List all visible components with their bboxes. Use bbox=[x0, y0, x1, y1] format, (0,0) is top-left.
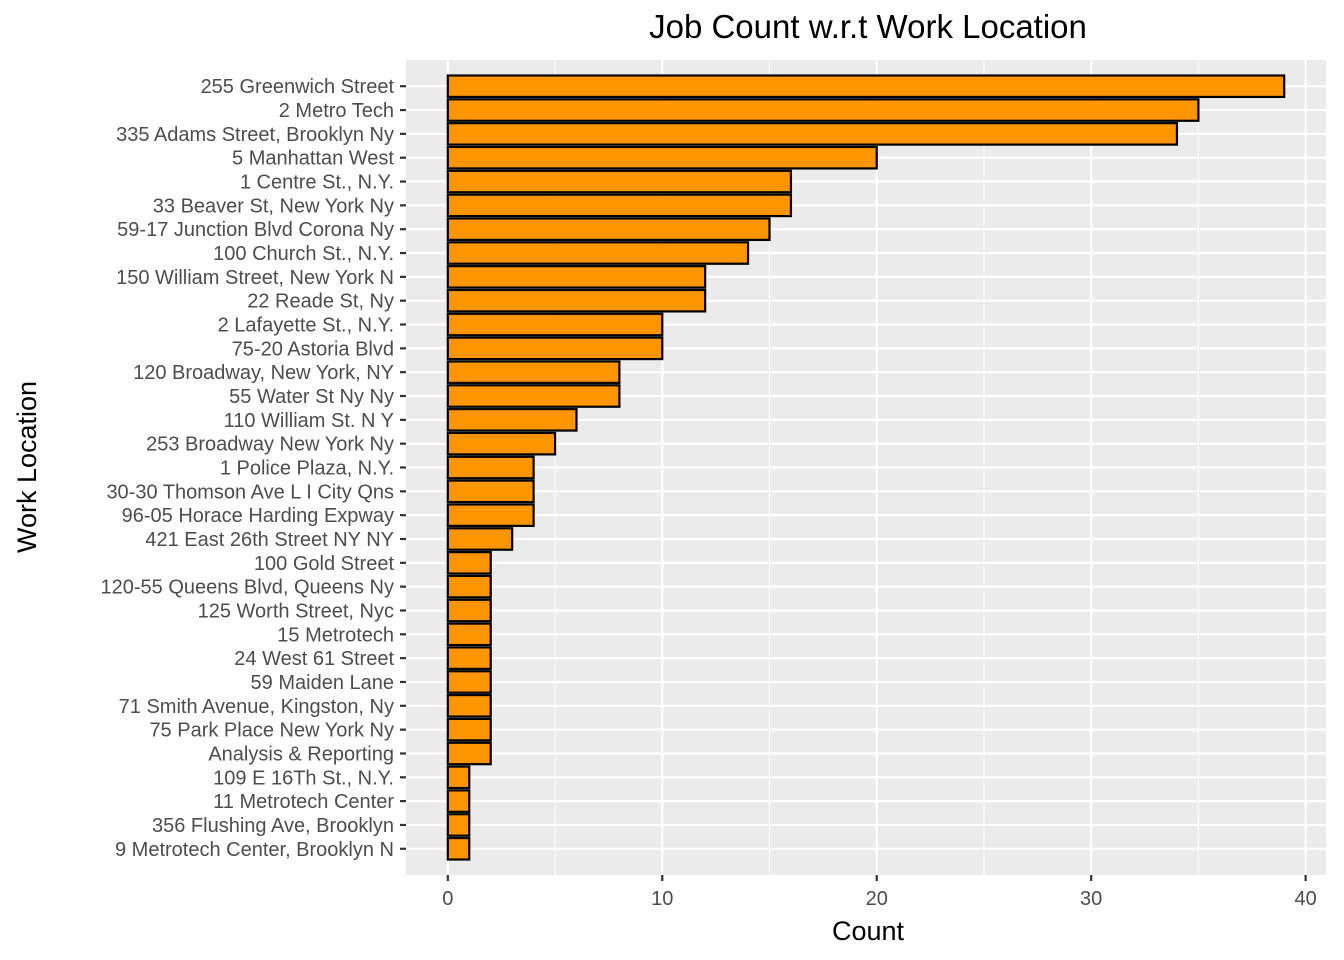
y-tick-label: 120-55 Queens Blvd, Queens Ny bbox=[100, 577, 394, 599]
y-tick-label: Analysis & Reporting bbox=[208, 743, 394, 765]
y-tick-label: 59-17 Junction Blvd Corona Ny bbox=[117, 219, 394, 241]
bar bbox=[446, 193, 793, 218]
bar bbox=[446, 360, 621, 385]
y-axis-title: Work Location bbox=[12, 381, 42, 553]
y-tick-label: 109 E 16Th St., N.Y. bbox=[213, 767, 394, 789]
bar bbox=[446, 265, 707, 289]
bar bbox=[446, 741, 492, 766]
x-tick-label: 30 bbox=[1080, 888, 1102, 910]
y-tick-label: 71 Smith Avenue, Kingston, Ny bbox=[119, 696, 394, 718]
y-tick-label: 30-30 Thomson Ave L I City Qns bbox=[106, 481, 394, 503]
bar bbox=[446, 384, 621, 408]
bar bbox=[446, 408, 578, 432]
y-tick-label: 120 Broadway, New York, NY bbox=[133, 362, 394, 384]
bar bbox=[446, 574, 492, 599]
y-tick-label: 253 Broadway New York Ny bbox=[146, 434, 394, 456]
bar bbox=[446, 145, 878, 170]
y-tick-label: 2 Lafayette St., N.Y. bbox=[218, 315, 394, 337]
bar bbox=[446, 312, 664, 337]
bar bbox=[446, 765, 471, 790]
y-tick-label: 11 Metrotech Center bbox=[213, 791, 394, 813]
y-tick-label: 75 Park Place New York Ny bbox=[149, 720, 394, 742]
y-tick-label: 96-05 Horace Harding Expway bbox=[122, 505, 394, 527]
bar bbox=[446, 288, 707, 313]
bar bbox=[446, 336, 664, 361]
bar bbox=[446, 241, 750, 265]
y-tick-label: 9 Metrotech Center, Brooklyn N bbox=[115, 839, 394, 861]
y-tick-label: 421 East 26th Street NY NY bbox=[145, 529, 394, 551]
bar bbox=[446, 670, 492, 694]
bar bbox=[446, 789, 471, 813]
y-tick-label: 255 Greenwich Street bbox=[201, 76, 395, 98]
y-tick-label: 59 Maiden Lane bbox=[251, 672, 394, 694]
y-tick-label: 5 Manhattan West bbox=[232, 148, 394, 170]
bar bbox=[446, 479, 535, 504]
y-tick-label: 33 Beaver St, New York Ny bbox=[153, 195, 394, 217]
y-tick-label: 1 Police Plaza, N.Y. bbox=[220, 458, 394, 480]
x-tick-label: 40 bbox=[1295, 888, 1317, 910]
x-axis-title: Count bbox=[832, 916, 905, 946]
bar bbox=[446, 813, 471, 837]
y-tick-label: 335 Adams Street, Brooklyn Ny bbox=[116, 124, 394, 146]
y-tick-label: 356 Flushing Ave, Brooklyn bbox=[152, 815, 394, 837]
bar bbox=[446, 503, 535, 527]
bar bbox=[446, 527, 514, 551]
y-tick-label: 22 Reade St, Ny bbox=[247, 291, 394, 313]
y-tick-label: 1 Centre St., N.Y. bbox=[240, 172, 394, 194]
y-tick-label: 150 William Street, New York N bbox=[116, 267, 394, 289]
y-tick-label: 100 Church St., N.Y. bbox=[213, 243, 394, 265]
bar bbox=[446, 598, 492, 623]
x-axis: 0 10 20 30 40 bbox=[442, 875, 1317, 910]
bar bbox=[446, 217, 771, 242]
y-tick-label: 100 Gold Street bbox=[254, 553, 395, 575]
bar bbox=[446, 74, 1286, 99]
bar bbox=[446, 98, 1200, 122]
bar bbox=[446, 169, 793, 194]
bar bbox=[446, 455, 535, 480]
bar bbox=[446, 622, 492, 647]
bar bbox=[446, 646, 492, 670]
bar bbox=[446, 836, 471, 861]
y-tick-label: 55 Water St Ny Ny bbox=[229, 386, 394, 408]
y-tick-label: 125 Worth Street, Nyc bbox=[198, 600, 394, 622]
bar bbox=[446, 717, 492, 742]
bar bbox=[446, 693, 492, 718]
y-tick-label: 24 West 61 Street bbox=[234, 648, 394, 670]
x-tick-label: 10 bbox=[651, 888, 673, 910]
y-tick-label: 110 William St. N Y bbox=[224, 410, 394, 432]
y-tick-label: 2 Metro Tech bbox=[279, 100, 394, 122]
bar bbox=[446, 431, 557, 456]
bar bbox=[446, 550, 492, 575]
x-tick-label: 0 bbox=[442, 888, 453, 910]
y-tick-label: 75-20 Astoria Blvd bbox=[232, 338, 394, 360]
y-tick-label: 15 Metrotech bbox=[277, 624, 394, 646]
x-tick-label: 20 bbox=[866, 888, 888, 910]
bar bbox=[446, 122, 1179, 146]
chart-title: Job Count w.r.t Work Location bbox=[649, 8, 1087, 45]
bars bbox=[446, 74, 1286, 861]
